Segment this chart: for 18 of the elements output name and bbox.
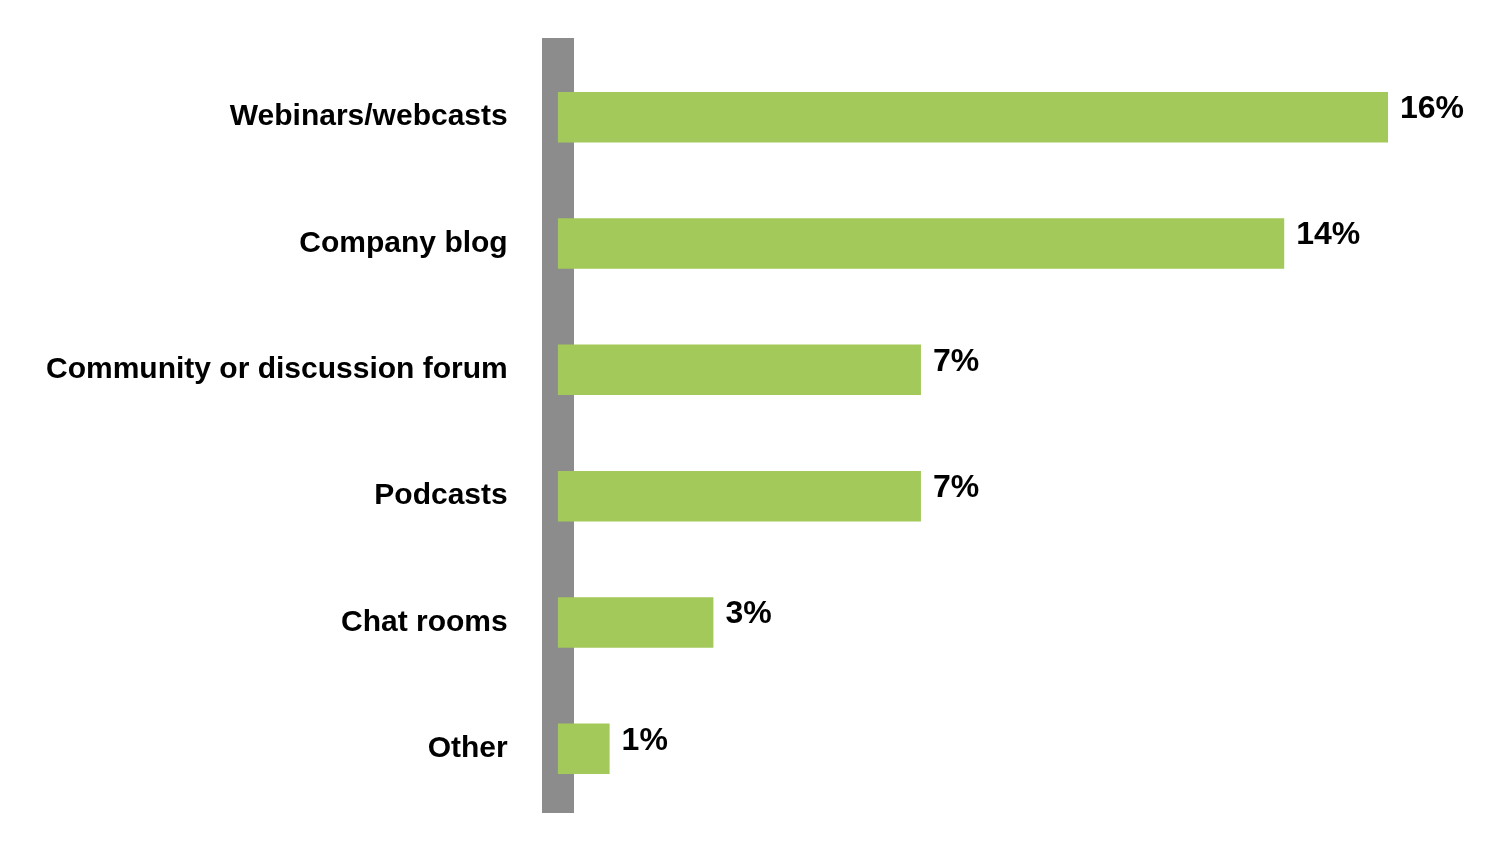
data-label: 7%	[932, 341, 980, 378]
data-label: 3%	[725, 594, 772, 631]
y-tick-label: Webinars/webcasts	[229, 98, 508, 132]
bar	[557, 218, 1285, 269]
bar	[557, 344, 921, 396]
y-tick-label: Podcasts	[374, 477, 508, 511]
bar	[557, 723, 610, 775]
data-label: 7%	[932, 467, 980, 504]
data-label: 14%	[1296, 215, 1361, 252]
data-label: 1%	[621, 720, 668, 757]
bar	[557, 91, 1388, 143]
bar	[557, 470, 921, 522]
bar	[557, 597, 714, 648]
y-tick-label: Company blog	[299, 224, 508, 258]
y-tick-label: Community or discussion forum	[45, 351, 508, 385]
y-tick-label: Chat rooms	[341, 603, 508, 637]
y-tick-label: Other	[427, 730, 509, 764]
data-label: 16%	[1400, 88, 1465, 125]
